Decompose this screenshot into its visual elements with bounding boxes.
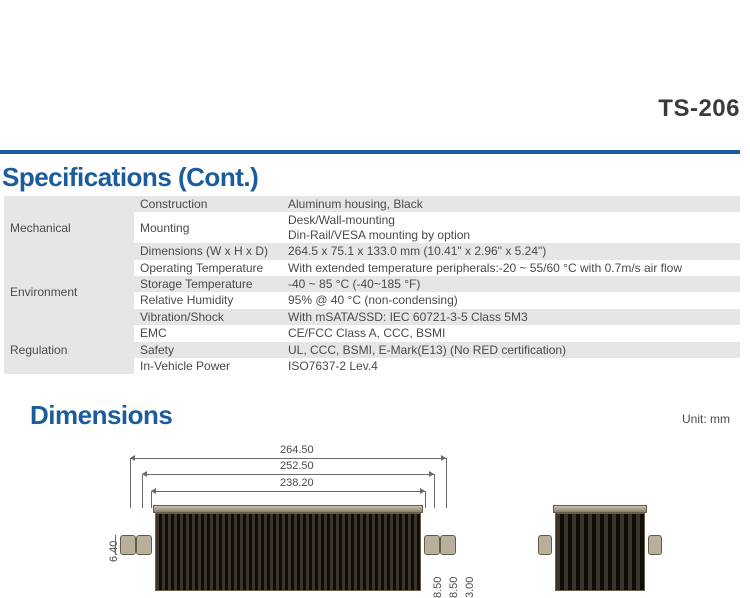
spec-attr: Mounting xyxy=(134,212,282,243)
spec-value: Desk/Wall-mounting Din-Rail/VESA mountin… xyxy=(282,212,740,243)
dim-b3: 3.00 xyxy=(464,577,476,598)
table-row: EnvironmentOperating TemperatureWith ext… xyxy=(4,260,740,276)
dimensions-drawing: 264.50 252.50 238.20 6.40 8.50 8.50 3.00 xyxy=(0,440,750,591)
spec-attr: Operating Temperature xyxy=(134,260,282,276)
mount-wing-right xyxy=(440,535,456,555)
spec-value: 264.5 x 75.1 x 133.0 mm (10.41" x 2.96" … xyxy=(282,243,740,259)
product-front-view xyxy=(155,508,421,591)
spec-value: UL, CCC, BSMI, E-Mark(E13) (No RED certi… xyxy=(282,342,740,358)
spec-value: CE/FCC Class A, CCC, BSMI xyxy=(282,325,740,341)
specifications-table: MechanicalConstructionAluminum housing, … xyxy=(4,196,740,374)
dim-238: 238.20 xyxy=(280,477,314,489)
spec-attr: EMC xyxy=(134,325,282,341)
spec-section-title: Specifications (Cont.) xyxy=(2,162,258,193)
side-wing-left xyxy=(538,535,552,555)
spec-attr: Storage Temperature xyxy=(134,276,282,292)
table-row: RegulationEMCCE/FCC Class A, CCC, BSMI xyxy=(4,325,740,341)
side-wing-right xyxy=(648,535,662,555)
dim-b2: 8.50 xyxy=(448,577,460,598)
spec-value: 95% @ 40 °C (non-condensing) xyxy=(282,292,740,308)
spec-category: Environment xyxy=(4,260,134,326)
table-row: MechanicalConstructionAluminum housing, … xyxy=(4,196,740,212)
dim-252: 252.50 xyxy=(280,460,314,472)
product-side-view xyxy=(555,508,645,591)
spec-category: Mechanical xyxy=(4,196,134,260)
spec-value: With extended temperature peripherals:-2… xyxy=(282,260,740,276)
unit-label: Unit: mm xyxy=(682,412,730,426)
spec-attr: Dimensions (W x H x D) xyxy=(134,243,282,259)
dimensions-section-title: Dimensions xyxy=(30,400,172,431)
product-code: TS-206 xyxy=(658,95,740,123)
spec-attr: Vibration/Shock xyxy=(134,309,282,325)
dim-left-6: 6.40 xyxy=(108,541,120,562)
spec-attr: Safety xyxy=(134,342,282,358)
spec-value: With mSATA/SSD: IEC 60721-3-5 Class 5M3 xyxy=(282,309,740,325)
top-divider xyxy=(0,150,740,154)
spec-attr: Construction xyxy=(134,196,282,212)
spec-value: Aluminum housing, Black xyxy=(282,196,740,212)
mount-wing-left xyxy=(120,535,136,555)
spec-value: ISO7637-2 Lev.4 xyxy=(282,358,740,374)
dim-264: 264.50 xyxy=(280,444,314,456)
spec-value: -40 ~ 85 °C (-40~185 °F) xyxy=(282,276,740,292)
spec-category: Regulation xyxy=(4,325,134,374)
spec-attr: In-Vehicle Power xyxy=(134,358,282,374)
spec-attr: Relative Humidity xyxy=(134,292,282,308)
dim-b1: 8.50 xyxy=(432,577,444,598)
